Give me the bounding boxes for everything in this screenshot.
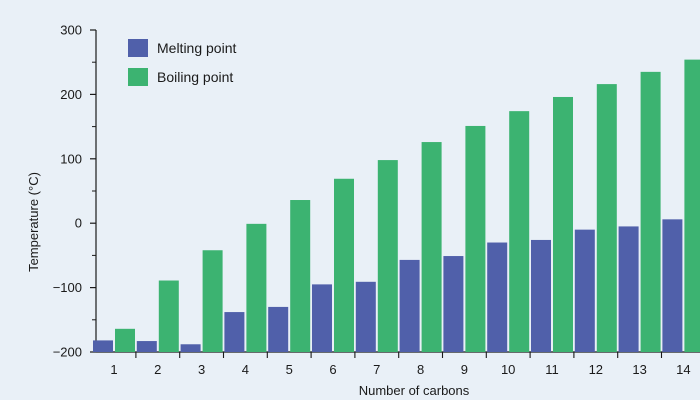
melting-point-bar	[574, 229, 595, 352]
boiling-point-bar	[158, 280, 179, 352]
bars	[93, 59, 700, 353]
melting-point-bar	[180, 344, 201, 352]
melting-point-bar	[618, 226, 639, 352]
y-tick-label: 100	[60, 151, 82, 166]
melting-point-bar	[531, 239, 551, 352]
y-tick-label: −100	[53, 280, 82, 295]
boiling-point-bar	[596, 84, 617, 352]
melting-point-bar	[312, 284, 332, 352]
boiling-point-bar	[290, 200, 311, 352]
legend: Melting point Boiling point	[128, 39, 236, 86]
boiling-point-bar	[115, 328, 135, 352]
x-tick-label: 12	[589, 362, 603, 377]
x-tick-label: 2	[154, 362, 161, 377]
melting-point-bar	[443, 256, 464, 352]
boiling-point-bar	[246, 223, 267, 352]
x-tick-label: 4	[242, 362, 249, 377]
boiling-point-bar	[553, 96, 573, 352]
melting-point-bar	[662, 219, 683, 352]
melting-point-bar	[487, 242, 508, 352]
boiling-point-bar	[421, 142, 442, 352]
boiling-point-bar	[465, 125, 486, 353]
melting-point-bar	[224, 312, 245, 352]
boiling-point-bar	[640, 71, 661, 353]
y-tick-label: 300	[60, 23, 82, 38]
boiling-point-bar	[509, 111, 530, 352]
legend-label: Boiling point	[157, 69, 233, 85]
x-tick-label: 7	[373, 362, 380, 377]
melting-point-bar	[268, 306, 289, 352]
x-tick-label: 5	[286, 362, 293, 377]
y-tick-label: 200	[60, 87, 82, 102]
x-tick-label: 9	[461, 362, 468, 377]
x-tick-label: 6	[329, 362, 336, 377]
boiling-point-bar	[377, 160, 398, 352]
x-tick-label: 14	[676, 362, 690, 377]
legend-swatch	[128, 39, 148, 57]
melting-point-bar	[136, 341, 157, 352]
legend-swatch	[128, 68, 148, 86]
x-tick-label: 10	[501, 362, 515, 377]
melting-point-bar	[399, 259, 420, 352]
y-tick-label: 0	[75, 216, 82, 231]
y-axis-title: Temperature (°C)	[26, 172, 41, 272]
x-tick-label: 13	[632, 362, 646, 377]
x-tick-label: 3	[198, 362, 205, 377]
melting-point-bar	[355, 281, 376, 352]
x-tick-label: 11	[545, 362, 559, 377]
x-axis-title: Number of carbons	[359, 383, 470, 398]
boiling-point-bar	[334, 178, 354, 352]
melting-point-bar	[93, 340, 113, 352]
legend-label: Melting point	[157, 40, 236, 56]
boiling-point-bar	[202, 250, 223, 352]
y-tick-label: −200	[53, 345, 82, 360]
x-tick-label: 1	[110, 362, 117, 377]
boiling-point-bar	[684, 59, 700, 353]
x-tick-label: 8	[417, 362, 424, 377]
